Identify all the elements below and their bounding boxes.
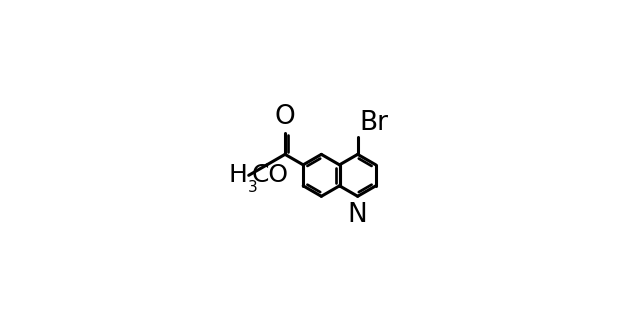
- Text: Br: Br: [359, 110, 388, 135]
- Text: 3: 3: [248, 181, 257, 196]
- Text: O: O: [274, 104, 295, 130]
- Text: CO: CO: [252, 163, 289, 187]
- Text: N: N: [348, 202, 367, 228]
- Text: H: H: [228, 163, 248, 187]
